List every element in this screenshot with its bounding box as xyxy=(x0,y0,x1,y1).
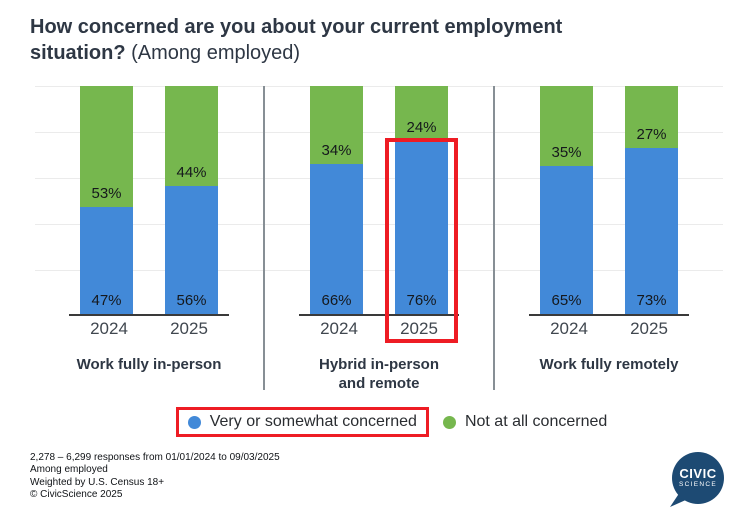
segment-not-at-all-concerned xyxy=(80,86,133,207)
segment-very-or-somewhat-concerned xyxy=(80,206,133,314)
year-label: 2025 xyxy=(170,319,208,338)
footer-line: Among employed xyxy=(30,464,108,476)
legend-item: Not at all concerned xyxy=(437,409,613,435)
segment-very-or-somewhat-concerned xyxy=(395,140,448,314)
legend-item: Very or somewhat concerned xyxy=(175,407,429,437)
year-label: 2024 xyxy=(320,319,358,338)
gridline xyxy=(35,86,263,87)
value-label-green: 53% xyxy=(91,184,122,202)
segment-very-or-somewhat-concerned xyxy=(310,163,363,314)
value-label-blue: 56% xyxy=(176,292,207,309)
gridline xyxy=(265,270,493,271)
group-label: Work fully remotely xyxy=(539,356,679,373)
value-label-green: 24% xyxy=(406,118,437,136)
panel-divider xyxy=(263,86,265,390)
segment-not-at-all-concerned xyxy=(165,86,218,187)
gridline xyxy=(35,178,263,179)
gridline xyxy=(495,270,723,271)
gridline xyxy=(495,178,723,179)
stacked-bar: 27% 73% xyxy=(625,86,678,314)
value-label-green: 44% xyxy=(176,164,207,182)
segment-not-at-all-concerned xyxy=(625,86,678,148)
charts-area: 53% 47% 44% 56% 2024 2025 Work fully in-person… xyxy=(35,86,723,393)
logo-text-science: SCIENCE xyxy=(679,481,717,488)
stacked-bar: 24% 76% xyxy=(385,86,458,343)
year-label: 2025 xyxy=(630,319,668,338)
legend: Very or somewhat concerned Not at all con… xyxy=(18,407,753,437)
highlight-red-box xyxy=(385,137,458,343)
gridline xyxy=(35,270,263,271)
title-line1: How concerned are you about your current… xyxy=(30,16,563,38)
footer-line: © CivicScience 2025 xyxy=(30,489,123,501)
year-label: 2025 xyxy=(400,319,438,338)
civicscience-logo: CIVIC SCIENCE xyxy=(669,451,725,509)
gridline xyxy=(35,132,263,133)
value-label-blue: 66% xyxy=(321,292,352,309)
legend-label: Very or somewhat concerned xyxy=(209,413,417,430)
plot-area: 53% 47% 44% 56% xyxy=(69,86,229,316)
year-label: 2024 xyxy=(90,319,128,338)
gridline xyxy=(265,224,493,225)
title-subtitle: (Among employed) xyxy=(125,42,301,64)
segment-very-or-somewhat-concerned xyxy=(540,165,593,314)
gridline xyxy=(265,178,493,179)
stacked-bar: 53% 47% xyxy=(80,86,133,314)
value-label-blue: 47% xyxy=(91,292,122,309)
segment-not-at-all-concerned xyxy=(395,86,448,141)
gridline xyxy=(495,224,723,225)
footer-notes: 2,278 – 6,299 responses from 01/01/2024 … xyxy=(30,452,280,502)
stacked-bar: 34% 66% xyxy=(310,86,363,314)
panel-divider xyxy=(493,86,495,390)
title-question-end: situation? xyxy=(30,42,126,64)
plot-area: 34% 66% 24% 76% xyxy=(299,86,459,343)
footer-line: 2,278 – 6,299 responses from 01/01/2024 … xyxy=(30,452,280,463)
speech-bubble-icon xyxy=(670,452,724,507)
title-line2: situation? (Among employed) xyxy=(30,40,562,66)
value-label-blue: 73% xyxy=(636,292,667,309)
value-label-green: 27% xyxy=(636,125,667,143)
legend-dot-green-icon xyxy=(442,415,456,429)
footer-line: Weighted by U.S. Census 18+ xyxy=(30,476,165,488)
year-axis-labels: 2024 2025 xyxy=(69,319,229,339)
year-axis-labels: 2024 2025 xyxy=(299,319,459,339)
plot-area: 35% 65% 27% 73% xyxy=(529,86,689,316)
year-axis-labels: 2024 2025 xyxy=(529,319,689,339)
chart-panel: 35% 65% 27% 73% 2024 2025 Work fully remotely xyxy=(495,86,723,374)
segment-not-at-all-concerned xyxy=(310,86,363,164)
logo-text-civic: CIVIC xyxy=(679,466,717,481)
gridline xyxy=(265,86,493,87)
chart-panel: 34% 66% 24% 76% 2024 2025 Hybrid in-person and… xyxy=(265,86,493,393)
gridline xyxy=(35,224,263,225)
stacked-bar: 44% 56% xyxy=(165,86,218,314)
value-label-green: 34% xyxy=(321,141,352,159)
value-label-green: 35% xyxy=(551,143,582,161)
legend-dot-blue-icon xyxy=(187,415,201,429)
chart-panel: 53% 47% 44% 56% 2024 2025 Work fully in-person xyxy=(35,86,263,374)
gridline xyxy=(265,132,493,133)
year-label: 2024 xyxy=(550,319,588,338)
chart-title: How concerned are you about your current… xyxy=(30,14,562,66)
value-label-blue: 65% xyxy=(551,292,582,309)
gridline xyxy=(495,132,723,133)
value-label-blue: 76% xyxy=(406,292,437,309)
legend-label: Not at all concerned xyxy=(464,413,608,430)
segment-very-or-somewhat-concerned xyxy=(165,186,218,314)
segment-not-at-all-concerned xyxy=(540,86,593,166)
stacked-bar: 35% 65% xyxy=(540,86,593,314)
group-label: Hybrid in-person and remote xyxy=(318,356,439,392)
group-label: Work fully in-person xyxy=(76,356,222,373)
segment-very-or-somewhat-concerned xyxy=(625,147,678,314)
gridline xyxy=(495,86,723,87)
